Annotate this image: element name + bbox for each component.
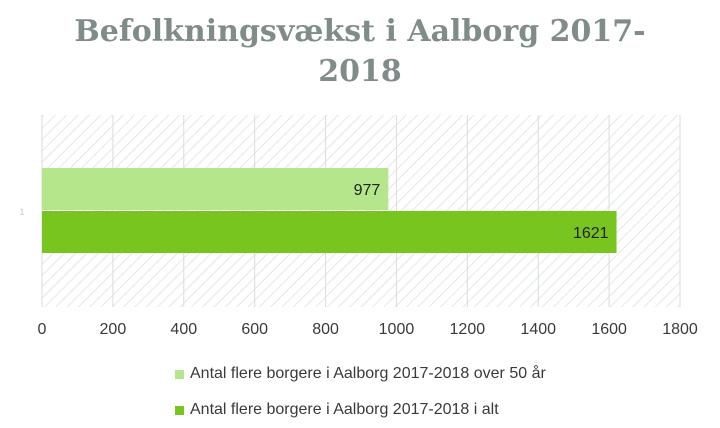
chart-title-line-2: 2018 xyxy=(318,54,402,89)
x-tick-label-1400: 1400 xyxy=(520,321,556,338)
legend-item-over-50: Antal flere borgere i Aalborg 2017-2018 … xyxy=(175,356,546,392)
x-tick-label-0: 0 xyxy=(38,321,47,338)
x-tick-label-200: 200 xyxy=(100,321,127,338)
legend-swatch-total xyxy=(175,405,184,415)
x-tick-label-600: 600 xyxy=(241,321,268,338)
bar-labels: 977 1621 xyxy=(354,182,609,242)
x-tick-label-1000: 1000 xyxy=(379,321,415,338)
x-tick-label-400: 400 xyxy=(170,321,197,338)
x-tick-label-1800: 1800 xyxy=(662,321,698,338)
bar-series-2 xyxy=(42,211,617,253)
category-label: 1 xyxy=(19,207,24,217)
legend-item-total: Antal flere borgere i Aalborg 2017-2018 … xyxy=(175,392,546,428)
x-axis-ticks: 0 200 400 600 800 1000 1200 1400 1600 1800 xyxy=(38,321,698,338)
bar-series-1 xyxy=(42,168,389,210)
legend-swatch-over-50 xyxy=(175,369,184,379)
legend-label-over-50: Antal flere borgere i Aalborg 2017-2018 … xyxy=(190,365,546,382)
x-tick-label-800: 800 xyxy=(312,321,339,338)
legend-label-total: Antal flere borgere i Aalborg 2017-2018 … xyxy=(190,401,499,418)
x-tick-label-1600: 1600 xyxy=(591,321,627,338)
bar-value-label-1: 977 xyxy=(354,182,381,199)
chart-title: Befolkningsvækst i Aalborg 2017- 2018 xyxy=(0,12,720,92)
x-tick-label-1200: 1200 xyxy=(450,321,486,338)
bars xyxy=(42,168,617,253)
legend: Antal flere borgere i Aalborg 2017-2018 … xyxy=(175,356,546,428)
bar-value-label-2: 1621 xyxy=(573,225,609,242)
chart-title-line-1: Befolkningsvækst i Aalborg 2017- xyxy=(74,14,646,49)
